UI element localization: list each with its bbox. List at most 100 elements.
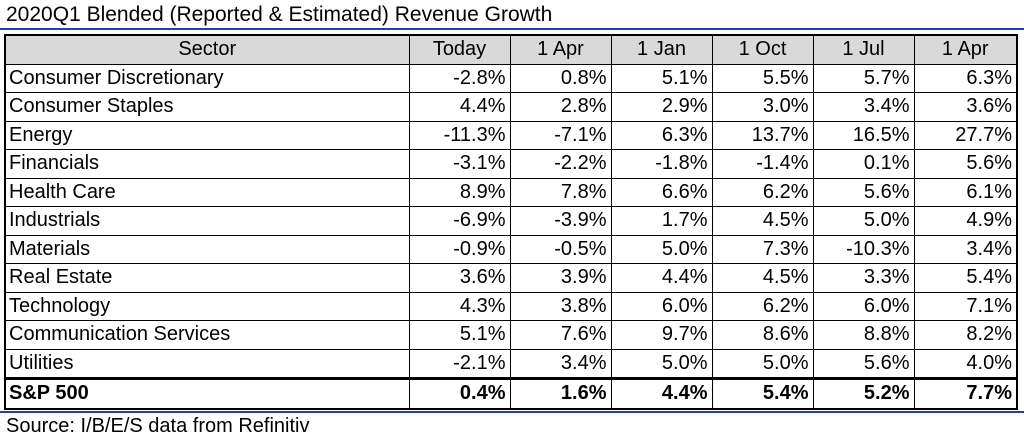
value-cell: 5.4% bbox=[913, 263, 1018, 293]
column-header: 1 Jul bbox=[812, 34, 915, 65]
value-cell: 5.0% bbox=[610, 348, 713, 379]
value-cell: 4.0% bbox=[913, 348, 1018, 379]
value-cell: 3.0% bbox=[711, 92, 814, 122]
value-cell: 4.5% bbox=[711, 206, 814, 236]
column-header: 1 Apr bbox=[913, 34, 1018, 65]
value-cell: 3.8% bbox=[509, 291, 612, 321]
sector-cell: Energy bbox=[4, 120, 410, 150]
value-cell: 5.6% bbox=[913, 149, 1018, 179]
value-cell: 6.0% bbox=[610, 291, 713, 321]
value-cell: -2.1% bbox=[408, 348, 511, 379]
sector-cell: Utilities bbox=[4, 348, 410, 379]
value-cell: 5.7% bbox=[812, 63, 915, 93]
value-cell: 8.8% bbox=[812, 320, 915, 350]
value-cell: -6.9% bbox=[408, 206, 511, 236]
column-header: 1 Oct bbox=[711, 34, 814, 65]
sector-cell: Health Care bbox=[4, 177, 410, 207]
value-cell: 8.6% bbox=[711, 320, 814, 350]
bottom-rule bbox=[0, 411, 1024, 413]
table-row: Consumer Discretionary -2.8% 0.8% 5.1% 5.5% 5… bbox=[4, 63, 1018, 93]
top-rule bbox=[0, 28, 1024, 30]
total-row: S&P 500 0.4% 1.6% 4.4% 5.4% 5.2% 7.7% bbox=[4, 377, 1018, 409]
table-row: Consumer Staples 4.4% 2.8% 2.9% 3.0% 3.4% 3.6% bbox=[4, 92, 1018, 122]
value-cell: 4.9% bbox=[913, 206, 1018, 236]
table-row: Materials -0.9% -0.5% 5.0% 7.3% -10.3% 3.4% bbox=[4, 234, 1018, 264]
value-cell: 7.1% bbox=[913, 291, 1018, 321]
sector-cell: Real Estate bbox=[4, 263, 410, 293]
value-cell: 4.5% bbox=[711, 263, 814, 293]
value-cell: 3.3% bbox=[812, 263, 915, 293]
sector-cell: Materials bbox=[4, 234, 410, 264]
value-cell: 16.5% bbox=[812, 120, 915, 150]
sector-cell: Industrials bbox=[4, 206, 410, 236]
value-cell: 1.7% bbox=[610, 206, 713, 236]
value-cell: 5.4% bbox=[711, 377, 814, 409]
value-cell: -1.4% bbox=[711, 149, 814, 179]
value-cell: -10.3% bbox=[812, 234, 915, 264]
value-cell: 3.4% bbox=[812, 92, 915, 122]
source-note: Source: I/B/E/S data from Refinitiv bbox=[6, 415, 310, 437]
value-cell: -3.9% bbox=[509, 206, 612, 236]
value-cell: 6.3% bbox=[913, 63, 1018, 93]
column-header: 1 Jan bbox=[610, 34, 713, 65]
header-row: Sector Today 1 Apr 1 Jan 1 Oct 1 Jul 1 A… bbox=[4, 34, 1018, 65]
value-cell: -2.8% bbox=[408, 63, 511, 93]
value-cell: 2.9% bbox=[610, 92, 713, 122]
value-cell: 8.2% bbox=[913, 320, 1018, 350]
value-cell: 5.6% bbox=[812, 348, 915, 379]
value-cell: 6.3% bbox=[610, 120, 713, 150]
table-row: Energy -11.3% -7.1% 6.3% 13.7% 16.5% 27.7% bbox=[4, 120, 1018, 150]
page-title: 2020Q1 Blended (Reported & Estimated) Re… bbox=[6, 3, 553, 26]
column-header: Today bbox=[408, 34, 511, 65]
value-cell: 6.0% bbox=[812, 291, 915, 321]
value-cell: 7.8% bbox=[509, 177, 612, 207]
value-cell: 5.0% bbox=[610, 234, 713, 264]
value-cell: 5.5% bbox=[711, 63, 814, 93]
value-cell: 6.2% bbox=[711, 177, 814, 207]
table-row: Financials -3.1% -2.2% -1.8% -1.4% 0.1% 5.6% bbox=[4, 149, 1018, 179]
value-cell: 2.8% bbox=[509, 92, 612, 122]
value-cell: 5.2% bbox=[812, 377, 915, 409]
value-cell: 3.6% bbox=[913, 92, 1018, 122]
value-cell: -0.9% bbox=[408, 234, 511, 264]
table-row: Health Care 8.9% 7.8% 6.6% 6.2% 5.6% 6.1% bbox=[4, 177, 1018, 207]
value-cell: 7.6% bbox=[509, 320, 612, 350]
value-cell: 5.0% bbox=[812, 206, 915, 236]
sector-cell: Technology bbox=[4, 291, 410, 321]
value-cell: 8.9% bbox=[408, 177, 511, 207]
sector-cell: Consumer Discretionary bbox=[4, 63, 410, 93]
value-cell: 0.1% bbox=[812, 149, 915, 179]
value-cell: 5.1% bbox=[408, 320, 511, 350]
sector-cell: Consumer Staples bbox=[4, 92, 410, 122]
value-cell: 5.1% bbox=[610, 63, 713, 93]
value-cell: 0.4% bbox=[408, 377, 511, 409]
value-cell: 3.4% bbox=[509, 348, 612, 379]
value-cell: 3.6% bbox=[408, 263, 511, 293]
value-cell: 4.4% bbox=[610, 263, 713, 293]
table-row: Utilities -2.1% 3.4% 5.0% 5.0% 5.6% 4.0% bbox=[4, 348, 1018, 379]
sector-cell: Communication Services bbox=[4, 320, 410, 350]
value-cell: -7.1% bbox=[509, 120, 612, 150]
value-cell: 9.7% bbox=[610, 320, 713, 350]
table-row: Technology 4.3% 3.8% 6.0% 6.2% 6.0% 7.1% bbox=[4, 291, 1018, 321]
value-cell: 13.7% bbox=[711, 120, 814, 150]
value-cell: 4.4% bbox=[408, 92, 511, 122]
sector-cell: Financials bbox=[4, 149, 410, 179]
revenue-growth-table: Sector Today 1 Apr 1 Jan 1 Oct 1 Jul 1 A… bbox=[4, 34, 1018, 410]
value-cell: -3.1% bbox=[408, 149, 511, 179]
value-cell: -1.8% bbox=[610, 149, 713, 179]
value-cell: 27.7% bbox=[913, 120, 1018, 150]
table-row: Real Estate 3.6% 3.9% 4.4% 4.5% 3.3% 5.4% bbox=[4, 263, 1018, 293]
value-cell: 1.6% bbox=[509, 377, 612, 409]
value-cell: 3.9% bbox=[509, 263, 612, 293]
value-cell: -11.3% bbox=[408, 120, 511, 150]
value-cell: 5.0% bbox=[711, 348, 814, 379]
value-cell: 6.6% bbox=[610, 177, 713, 207]
table-row: Industrials -6.9% -3.9% 1.7% 4.5% 5.0% 4.9% bbox=[4, 206, 1018, 236]
value-cell: 6.2% bbox=[711, 291, 814, 321]
table-row: Communication Services 5.1% 7.6% 9.7% 8.6% 8.… bbox=[4, 320, 1018, 350]
value-cell: 4.4% bbox=[610, 377, 713, 409]
value-cell: -2.2% bbox=[509, 149, 612, 179]
value-cell: 4.3% bbox=[408, 291, 511, 321]
column-header: Sector bbox=[4, 34, 410, 65]
